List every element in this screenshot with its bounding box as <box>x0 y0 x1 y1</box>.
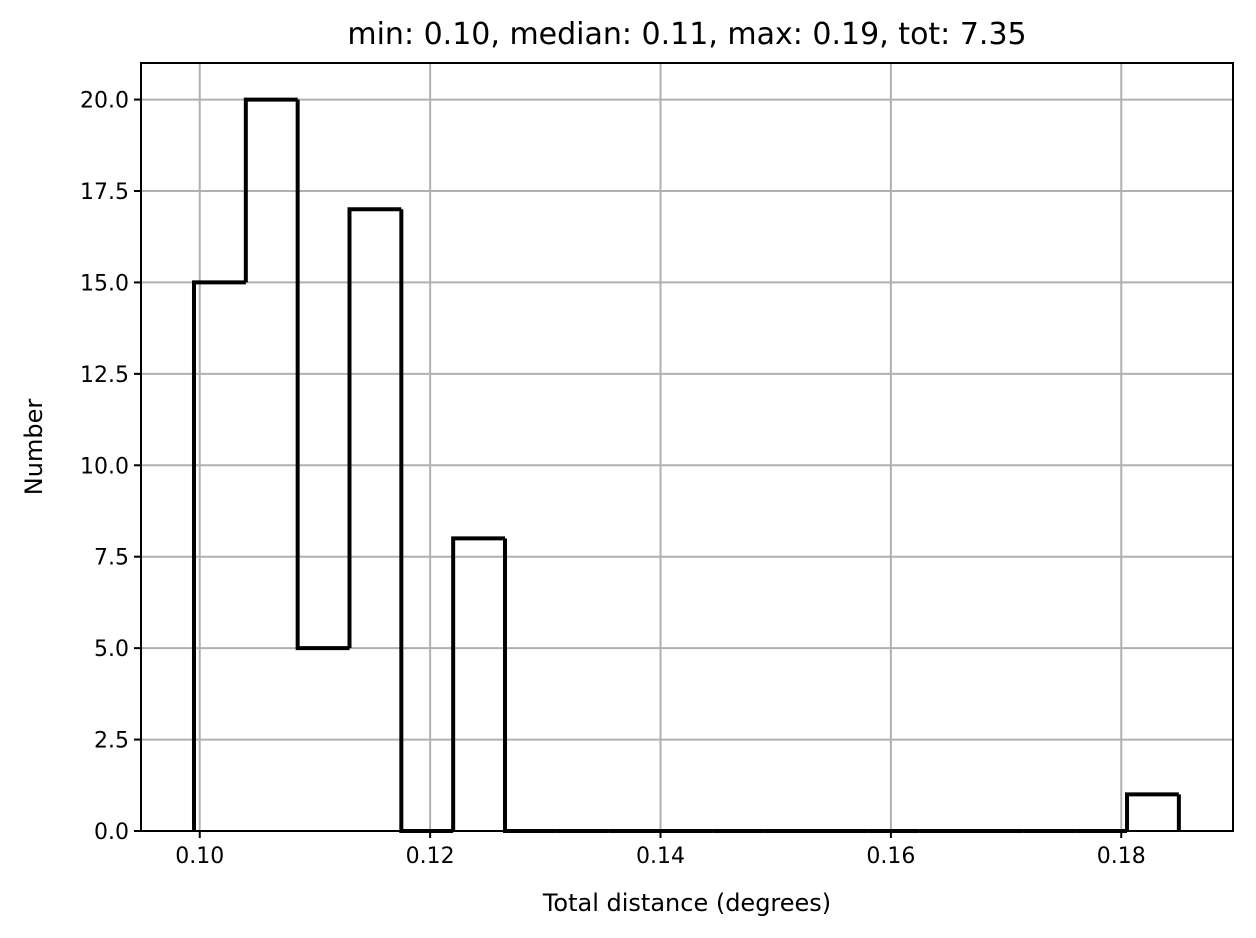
y-tick-label: 17.5 <box>80 180 129 205</box>
histogram-bar <box>295 99 350 651</box>
y-tick-label: 5.0 <box>94 637 129 662</box>
y-tick-label: 10.0 <box>80 454 129 479</box>
histogram-bar <box>191 280 246 831</box>
x-axis-label: Total distance (degrees) <box>542 889 831 917</box>
y-tick-label: 7.5 <box>94 546 129 571</box>
y-tick-label: 2.5 <box>94 729 129 754</box>
y-tick-label: 0.0 <box>94 820 129 845</box>
histogram-bar <box>243 97 298 283</box>
plot-frame <box>140 62 1234 832</box>
y-tick-label: 20.0 <box>80 89 129 114</box>
x-tick-label: 0.18 <box>1097 844 1146 869</box>
x-tick-label: 0.16 <box>866 844 915 869</box>
histogram-bar <box>1125 792 1179 831</box>
histogram-bar <box>399 209 454 833</box>
x-tick-label: 0.10 <box>175 844 224 869</box>
y-axis-ticks: 0.0 2.5 5.0 7.5 10.0 12.5 15.0 17.5 20.0 <box>80 89 141 845</box>
chart-title: min: 0.10, median: 0.11, max: 0.19, tot:… <box>347 17 1026 52</box>
x-tick-label: 0.14 <box>636 844 685 869</box>
y-tick-label: 15.0 <box>80 271 129 296</box>
histogram-bar <box>503 538 557 833</box>
x-tick-label: 0.12 <box>406 844 455 869</box>
y-tick-label: 12.5 <box>80 363 129 388</box>
y-axis-label: Number <box>20 399 48 496</box>
x-axis-ticks: 0.10 0.12 0.14 0.16 0.18 <box>175 831 1146 869</box>
histogram-bar <box>451 536 505 831</box>
histogram-bar <box>347 207 402 649</box>
grid-lines <box>141 63 1233 832</box>
